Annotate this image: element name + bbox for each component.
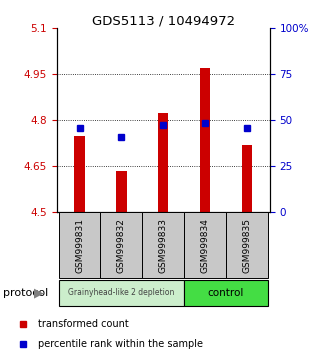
Text: protocol: protocol	[3, 288, 49, 298]
Bar	[142, 212, 184, 278]
Text: control: control	[208, 288, 244, 298]
Text: GSM999832: GSM999832	[117, 218, 126, 273]
Text: GSM999831: GSM999831	[75, 218, 84, 273]
Text: Grainyhead-like 2 depletion: Grainyhead-like 2 depletion	[68, 289, 174, 297]
Bar	[59, 280, 184, 306]
Bar	[184, 280, 268, 306]
Bar	[200, 68, 210, 212]
Text: GSM999835: GSM999835	[242, 218, 251, 273]
Text: GSM999834: GSM999834	[200, 218, 209, 273]
Text: percentile rank within the sample: percentile rank within the sample	[38, 339, 203, 349]
Text: transformed count: transformed count	[38, 319, 129, 329]
Text: ▶: ▶	[34, 286, 43, 299]
Title: GDS5113 / 10494972: GDS5113 / 10494972	[92, 14, 235, 27]
Bar	[59, 212, 101, 278]
Bar	[241, 145, 252, 212]
Bar	[74, 136, 85, 212]
Bar	[184, 212, 226, 278]
Text: GSM999833: GSM999833	[159, 218, 168, 273]
Bar	[116, 171, 127, 212]
Bar	[158, 113, 168, 212]
Bar	[101, 212, 142, 278]
Bar	[226, 212, 268, 278]
